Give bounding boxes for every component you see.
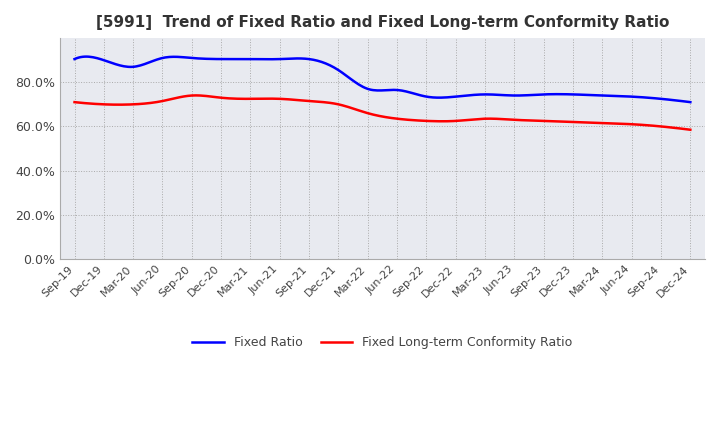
Fixed Long-term Conformity Ratio <box>449 118 458 124</box>
Fixed Long-term Conformity Ratio <box>72 100 81 105</box>
Fixed Ratio <box>631 94 639 99</box>
Fixed Ratio <box>591 92 600 98</box>
Fixed Long-term Conformity Ratio <box>591 120 600 125</box>
Fixed Ratio <box>686 99 695 105</box>
Legend: Fixed Ratio, Fixed Long-term Conformity Ratio: Fixed Ratio, Fixed Long-term Conformity … <box>187 331 577 354</box>
Fixed Long-term Conformity Ratio <box>686 127 695 132</box>
Fixed Ratio <box>439 95 448 100</box>
Fixed Long-term Conformity Ratio <box>437 119 446 124</box>
Fixed Long-term Conformity Ratio <box>192 93 200 98</box>
Fixed Long-term Conformity Ratio <box>631 122 639 127</box>
Title: [5991]  Trend of Fixed Ratio and Fixed Long-term Conformity Ratio: [5991] Trend of Fixed Ratio and Fixed Lo… <box>96 15 669 30</box>
Fixed Ratio <box>72 55 81 61</box>
Fixed Ratio <box>83 54 91 59</box>
Fixed Ratio <box>449 94 458 99</box>
Fixed Ratio <box>437 95 446 100</box>
Fixed Long-term Conformity Ratio <box>439 119 448 124</box>
Line: Fixed Ratio: Fixed Ratio <box>75 57 690 102</box>
Fixed Ratio <box>71 56 79 62</box>
Line: Fixed Long-term Conformity Ratio: Fixed Long-term Conformity Ratio <box>75 95 690 130</box>
Fixed Long-term Conformity Ratio <box>71 99 79 105</box>
